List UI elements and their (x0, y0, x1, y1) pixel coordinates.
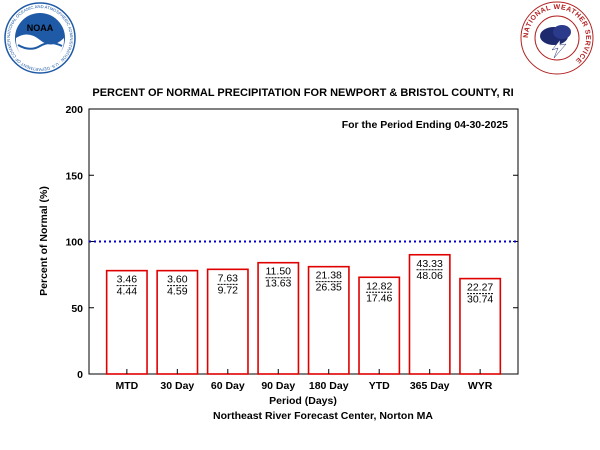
x-tick-label: YTD (369, 380, 390, 392)
nws-logo-icon: NATIONAL WEATHER SERVICE (520, 1, 594, 75)
bar-observed-label: 12.82 (366, 280, 392, 292)
chart-title: PERCENT OF NORMAL PRECIPITATION FOR NEWP… (92, 87, 513, 99)
x-tick-label: WYR (468, 380, 493, 392)
bars-group: 3.464.443.604.597.639.7211.5013.6321.382… (105, 253, 502, 375)
x-tick-label: 60 Day (211, 380, 245, 392)
bar (459, 277, 502, 375)
bar (156, 269, 199, 375)
bar (408, 253, 451, 375)
plot-frame (88, 108, 519, 375)
x-axis-ticks: MTD 30 Day 60 Day 90 Day 180 Day YTD 365 Day WY… (115, 369, 493, 392)
bar-observed-label: 7.63 (218, 272, 239, 284)
noaa-logo-center-text: NOAA (27, 23, 54, 33)
bar-observed-label: 43.33 (417, 258, 443, 270)
bar-normal-label: 9.72 (218, 284, 239, 296)
bar (206, 268, 249, 375)
bar-normal-label: 4.44 (117, 286, 138, 298)
y-tick-label: 150 (65, 170, 83, 182)
bar (105, 269, 148, 375)
y-tick-label: 50 (71, 303, 83, 315)
x-tick-label: 365 Day (410, 380, 450, 392)
bar-observed-label: 21.38 (316, 270, 342, 282)
bar-observed-label: 3.60 (167, 274, 188, 286)
x-tick-label: 90 Day (261, 380, 295, 392)
noaa-logo-icon: NOAA NATIONAL OCEANIC AND ATMOSPHERIC AD… (0, 0, 76, 74)
bar-normal-label: 26.35 (316, 282, 342, 294)
y-axis-ticks: 0 50 100 150 200 (65, 104, 518, 381)
bar-observed-label: 11.50 (266, 266, 292, 278)
bar-observed-label: 22.27 (467, 282, 493, 294)
bar-normal-label: 4.59 (167, 286, 188, 298)
bar (307, 265, 350, 375)
y-axis-label: Percent of Normal (%) (38, 186, 50, 296)
source-label: Northeast River Forecast Center, Norton … (213, 410, 433, 422)
y-tick-label: 0 (77, 369, 83, 381)
bar-normal-label: 17.46 (366, 292, 392, 304)
period-annotation: For the Period Ending 04-30-2025 (342, 119, 508, 131)
x-tick-label: MTD (115, 380, 138, 392)
y-tick-label: 200 (65, 104, 83, 116)
bar-normal-label: 13.63 (265, 278, 291, 290)
x-tick-label: 180 Day (309, 380, 349, 392)
x-axis-label: Period (Days) (269, 395, 337, 407)
bar-normal-label: 30.74 (467, 294, 493, 306)
bar-observed-label: 3.46 (117, 274, 138, 286)
y-tick-label: 100 (65, 237, 83, 249)
bar-normal-label: 48.06 (417, 270, 443, 282)
x-tick-label: 30 Day (160, 380, 194, 392)
